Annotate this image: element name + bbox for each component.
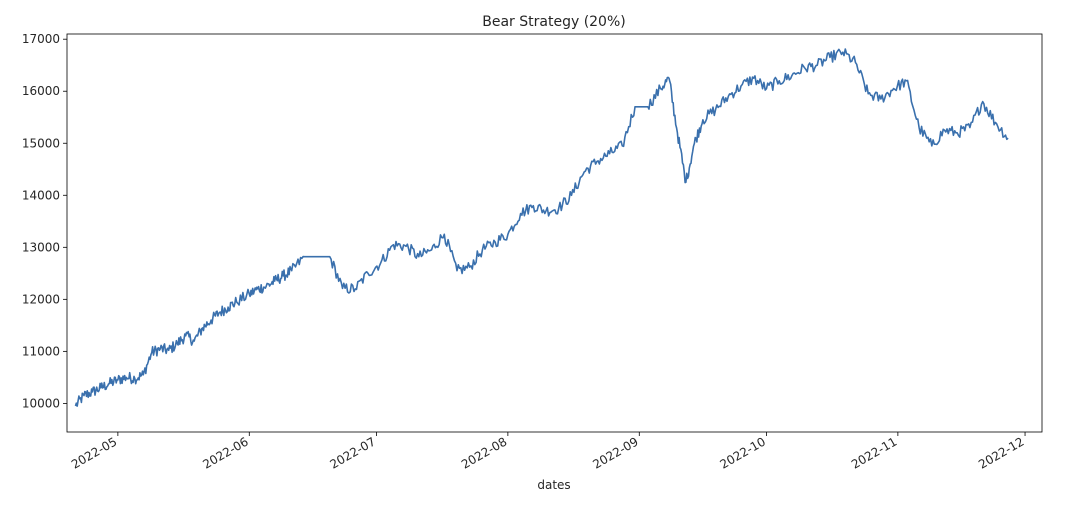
x-tick-label: 2022-11: [849, 434, 899, 471]
y-axis: 10000 11000 12000 13000 14000 15000 16000 17000: [22, 32, 67, 410]
x-tick-label: 2022-12: [976, 434, 1026, 471]
y-tick-label: 10000: [22, 396, 60, 410]
series-line: [74, 48, 1009, 407]
x-tick-label: 2022-10: [718, 434, 768, 471]
x-axis-label: dates: [537, 478, 570, 492]
plot-area: [66, 33, 1043, 433]
y-tick-label: 11000: [22, 344, 60, 358]
y-tick-label: 12000: [22, 292, 60, 306]
x-axis: 2022-05 2022-06 2022-07 2022-08 2022-09 2022-…: [69, 432, 1027, 472]
y-tick-label: 17000: [22, 32, 60, 46]
x-tick-label: 2022-09: [590, 434, 640, 471]
y-tick-label: 16000: [22, 84, 60, 98]
x-tick-label: 2022-07: [328, 434, 378, 471]
x-tick-label: 2022-06: [200, 434, 250, 471]
y-tick-label: 15000: [22, 136, 60, 150]
plot-frame: [66, 33, 1043, 433]
chart-title: Bear Strategy (20%): [482, 14, 625, 30]
x-tick-label: 2022-05: [69, 434, 119, 471]
y-tick-label: 14000: [22, 188, 60, 202]
x-tick-label: 2022-08: [459, 434, 509, 471]
y-tick-label: 13000: [22, 240, 60, 254]
